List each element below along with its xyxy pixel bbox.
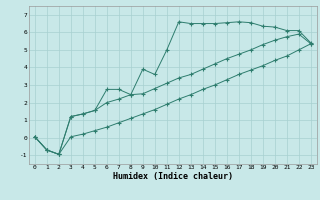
- X-axis label: Humidex (Indice chaleur): Humidex (Indice chaleur): [113, 172, 233, 181]
